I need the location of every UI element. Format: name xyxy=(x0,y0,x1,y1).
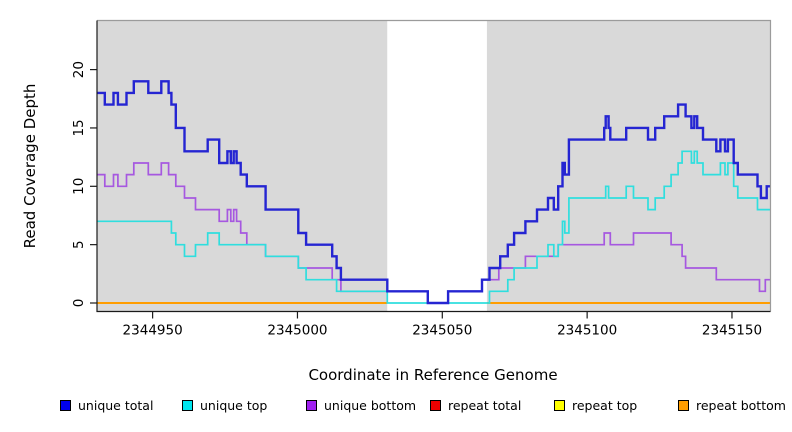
x-tick-label: 2344950 xyxy=(123,323,183,339)
legend-item-repeat-top: repeat top xyxy=(554,398,637,413)
highlight-band xyxy=(387,20,487,312)
legend-item-unique-bottom: unique bottom xyxy=(306,398,416,413)
coverage-plot: 0 5 10 15 20 2344950 2345000 2345050 2345100 2345… xyxy=(71,19,772,339)
legend-item-repeat-bottom: repeat bottom xyxy=(678,398,786,413)
legend-label: unique top xyxy=(200,398,268,413)
axis-lines xyxy=(96,20,771,313)
legend-label: unique total xyxy=(78,398,154,413)
legend-swatch xyxy=(430,400,441,411)
x-tick-label: 2345050 xyxy=(412,323,472,339)
y-tick-label: 15 xyxy=(71,119,87,136)
legend: unique total unique top unique bottom repea… xyxy=(0,398,792,420)
y-tick-label: 20 xyxy=(71,61,87,78)
legend-item-repeat-total: repeat total xyxy=(430,398,521,413)
x-tick-label: 2345000 xyxy=(267,323,327,339)
legend-swatch xyxy=(60,400,71,411)
x-tick-label: 2345100 xyxy=(557,323,617,339)
x-tick-label: 2345150 xyxy=(702,323,762,339)
legend-swatch xyxy=(678,400,689,411)
legend-swatch xyxy=(182,400,193,411)
legend-label: repeat bottom xyxy=(696,398,786,413)
y-axis-label: Read Coverage Depth xyxy=(21,83,39,249)
legend-label: repeat total xyxy=(448,398,522,413)
y-tick-label: 0 xyxy=(71,299,87,308)
legend-item-unique-top: unique top xyxy=(182,398,267,413)
legend-label: unique bottom xyxy=(324,398,417,413)
y-tick-label: 5 xyxy=(71,240,87,249)
series-unique-top xyxy=(97,150,771,304)
series-unique-total xyxy=(97,80,771,305)
legend-swatch xyxy=(554,400,565,411)
plot-box xyxy=(97,19,772,312)
legend-swatch xyxy=(306,400,317,411)
x-axis-label: Coordinate in Reference Genome xyxy=(308,366,558,384)
legend-item-unique-total: unique total xyxy=(60,398,153,413)
legend-label: repeat top xyxy=(572,398,638,413)
y-tick-label: 10 xyxy=(71,178,87,195)
